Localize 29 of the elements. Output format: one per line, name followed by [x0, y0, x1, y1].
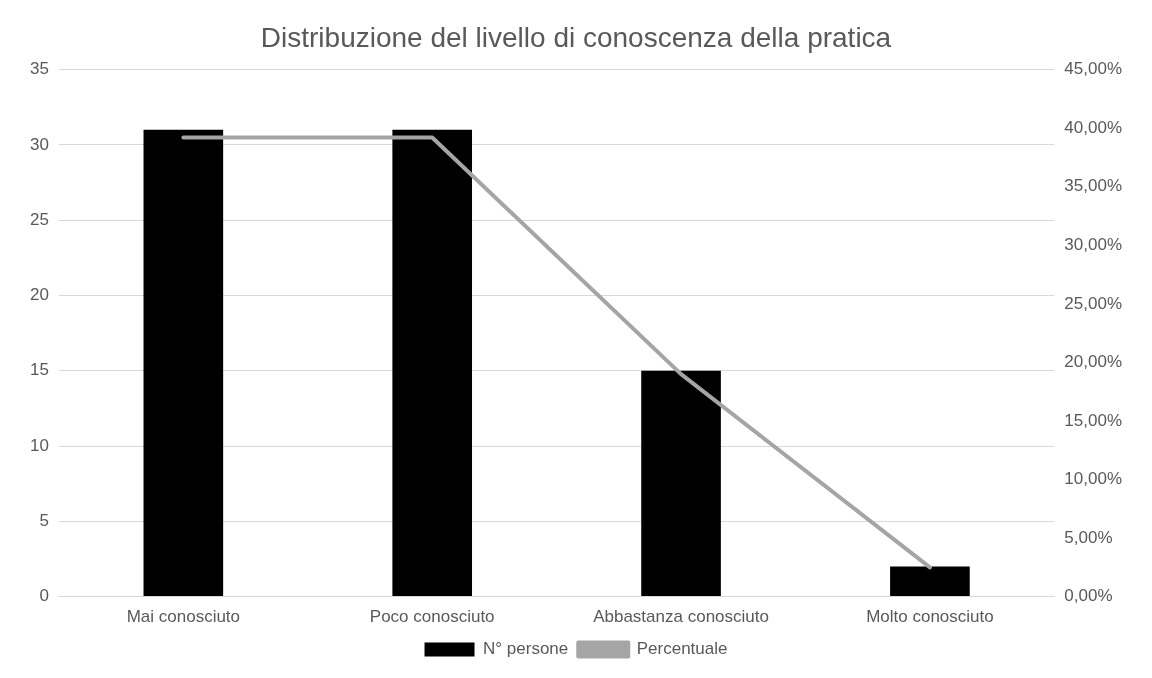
y2-tick-label: 15,00% — [1064, 410, 1123, 430]
y-tick-label: 25 — [29, 209, 49, 229]
y-tick-label: 30 — [29, 134, 49, 154]
y2-tick-label: 10,00% — [1064, 469, 1123, 489]
y2-tick-label: 40,00% — [1064, 117, 1123, 137]
chart-title: Distribuzione del livello di conoscenza della pratica — [260, 21, 892, 53]
legend-label: Percentuale — [636, 639, 728, 659]
y2-tick-label: 45,00% — [1064, 59, 1123, 79]
bar — [392, 129, 473, 597]
x-tick-label: Abbastanza conosciuto — [593, 607, 769, 627]
y2-tick-label: 25,00% — [1064, 293, 1123, 313]
legend-label: N° persone — [483, 639, 569, 659]
y-tick-label: 20 — [29, 285, 49, 305]
bar — [143, 129, 224, 597]
y2-tick-label: 30,00% — [1064, 234, 1123, 254]
bar — [890, 566, 970, 597]
bar — [641, 370, 721, 597]
y-tick-label: 5 — [39, 511, 49, 530]
x-tick-label: Poco conosciuto — [369, 607, 495, 627]
y2-tick-label: 5,00% — [1064, 527, 1113, 547]
y2-tick-label: 35,00% — [1064, 176, 1123, 196]
x-tick-label: Molto conosciuto — [866, 607, 994, 627]
y2-tick-label: 0,00% — [1064, 586, 1113, 606]
y-tick-label: 0 — [39, 586, 49, 606]
y-tick-label: 10 — [29, 435, 49, 455]
y2-tick-label: 20,00% — [1064, 352, 1123, 372]
y-tick-label: 35 — [29, 59, 49, 79]
x-tick-label: Mai conosciuto — [126, 607, 241, 627]
y-tick-label: 15 — [29, 360, 49, 380]
